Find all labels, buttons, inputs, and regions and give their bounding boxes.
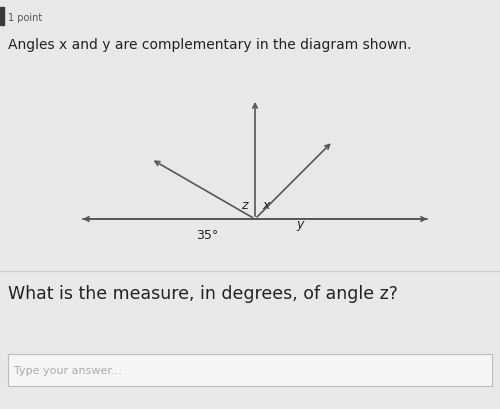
Text: y: y [296, 218, 304, 231]
Bar [0, 8, 4, 26]
Text: 1 point: 1 point [8, 13, 42, 23]
FancyBboxPatch shape [8, 354, 492, 386]
Text: What is the measure, in degrees, of angle z?: What is the measure, in degrees, of angl… [8, 284, 398, 302]
Text: z: z [241, 199, 247, 212]
Text: 35°: 35° [196, 229, 218, 242]
Text: x: x [262, 199, 270, 212]
Text: Angles x and y are complementary in the diagram shown.: Angles x and y are complementary in the … [8, 38, 411, 52]
Text: Type your answer...: Type your answer... [14, 365, 122, 375]
